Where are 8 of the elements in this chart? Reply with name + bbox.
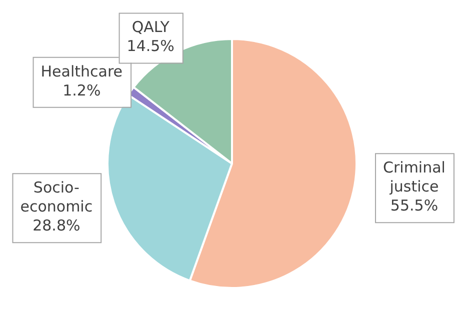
slice-label: Healthcare — [40, 62, 123, 80]
slice-label: Criminal justice — [383, 158, 446, 196]
data-label: 14.5% — [126, 37, 174, 56]
slice-label: Socio-economic — [20, 178, 93, 216]
data-label: 28.8% — [32, 216, 80, 234]
data-label: 1.2% — [62, 81, 101, 100]
data-label: 55.5% — [390, 196, 438, 214]
slice-label: QALY — [132, 18, 170, 36]
